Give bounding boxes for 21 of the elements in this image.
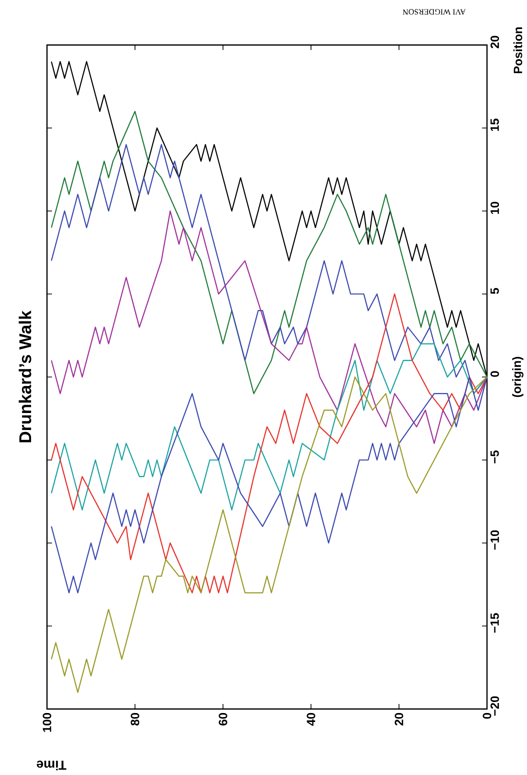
- y-tick-label: 15: [490, 118, 499, 131]
- x-tick-label: 80: [130, 713, 140, 726]
- y-tick-label: −5: [490, 450, 499, 464]
- x-tick-label: 100: [42, 713, 52, 732]
- x-tick-label: 60: [218, 713, 228, 726]
- y-tick-label: 10: [490, 202, 500, 214]
- y-tick-label: 5: [490, 288, 499, 294]
- text: AVI WIGDERSON: [402, 9, 466, 15]
- text: Drunkard’s Walk: [18, 310, 32, 442]
- y-tick-label: 20: [490, 36, 500, 48]
- y-tick-label: −15: [490, 613, 499, 633]
- x-axis-title: Time: [36, 760, 66, 770]
- y-tick-label: −20: [490, 696, 500, 716]
- x-tick-label: 0: [482, 713, 492, 719]
- y-tick-label: 0: [490, 371, 500, 377]
- text: (origin): [512, 356, 524, 398]
- x-tick-label: 40: [306, 713, 316, 726]
- y-tick-label: −10: [490, 530, 500, 550]
- line-series: [50, 210, 488, 444]
- x-tick-label: 20: [394, 713, 404, 726]
- y-axis-title: Position: [513, 27, 522, 74]
